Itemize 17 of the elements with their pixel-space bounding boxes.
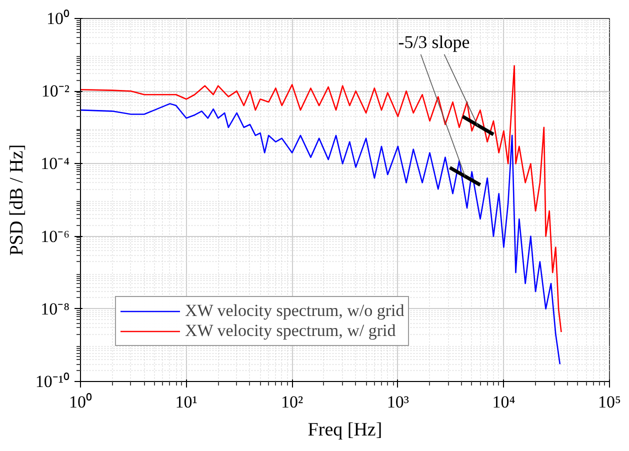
legend-label: XW velocity spectrum, w/o grid	[185, 301, 404, 321]
x-tick-label: 10⁰	[69, 392, 92, 412]
legend-label: XW velocity spectrum, w/ grid	[185, 321, 396, 341]
x-tick-label: 10³	[386, 392, 409, 412]
x-tick-label: 10²	[281, 392, 304, 412]
y-tick-label: 10⁻⁴	[40, 154, 70, 174]
annotation: -5/3 slope	[398, 32, 470, 52]
x-tick-label: 10⁵	[598, 392, 622, 412]
y-axis-title: PSD [dB / Hz]	[6, 144, 28, 256]
y-tick-label: 10⁻⁶	[40, 226, 70, 246]
y-tick-label: 10⁻⁸	[40, 299, 70, 318]
y-tick-label: 10⁰	[46, 9, 70, 28]
x-tick-label: 10¹	[175, 392, 198, 412]
x-axis-title: Freq [Hz]	[308, 420, 382, 440]
x-tick-label: 10⁴	[492, 392, 516, 412]
y-tick-label: 10⁻²	[41, 82, 70, 101]
y-tick-label: 10⁻¹⁰	[35, 372, 70, 391]
